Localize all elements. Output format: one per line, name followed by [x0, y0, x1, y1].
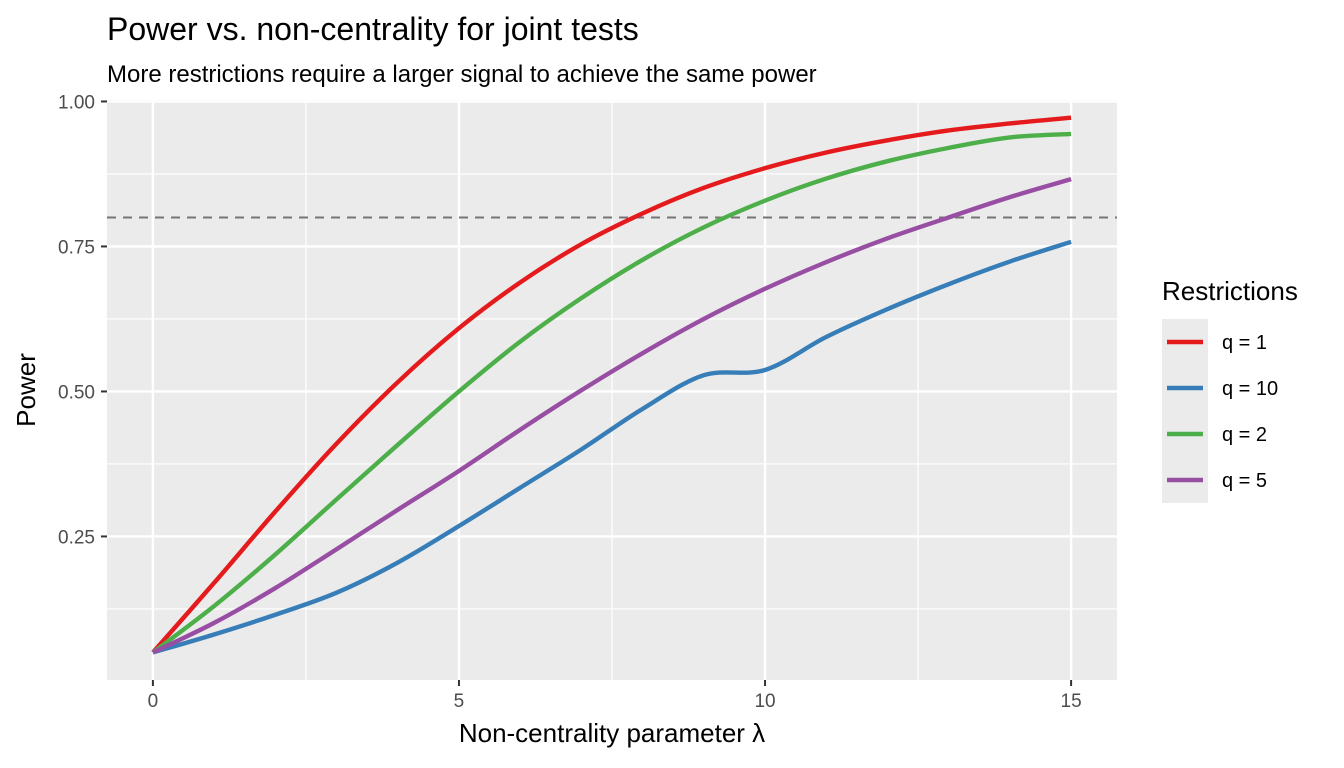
x-axis-label: Non-centrality parameter λ [459, 718, 765, 748]
y-tick-label: 0.50 [58, 382, 95, 403]
x-tick-label: 10 [754, 691, 775, 712]
y-axis: 0.25 0.50 0.75 1.00 [58, 92, 107, 548]
series-layer [151, 115, 1072, 655]
legend-label-q-1: q = 1 [1222, 332, 1267, 354]
legend-label-q-5: q = 5 [1222, 470, 1267, 492]
y-axis-label: Power [11, 353, 41, 427]
series-line-q-5 [151, 177, 1072, 655]
x-tick-label: 5 [454, 691, 465, 712]
x-tick-label: 0 [148, 691, 159, 712]
series-line-q-10 [152, 239, 1072, 655]
legend-label-q-10: q = 10 [1222, 378, 1278, 400]
chart-title: Power vs. non-centrality for joint tests [107, 11, 639, 47]
legend-title: Restrictions [1162, 276, 1298, 306]
grid-minor [107, 100, 1117, 680]
series-line-q-1 [151, 115, 1072, 654]
series-line-q-2 [151, 131, 1072, 655]
y-tick-label: 0.25 [58, 527, 95, 548]
chart-subtitle: More restrictions require a larger signa… [107, 61, 817, 88]
y-tick-label: 0.75 [58, 237, 95, 258]
legend-key-background [1162, 319, 1208, 503]
legend-label-q-2: q = 2 [1222, 424, 1267, 446]
y-tick-label: 1.00 [58, 92, 95, 113]
grid-major [107, 100, 1117, 680]
x-tick-label: 15 [1061, 691, 1082, 712]
legend: Restrictions q = 1 q = 10 q = 2 q = 5 [1162, 276, 1298, 503]
x-axis: 0 5 10 15 [148, 680, 1082, 712]
